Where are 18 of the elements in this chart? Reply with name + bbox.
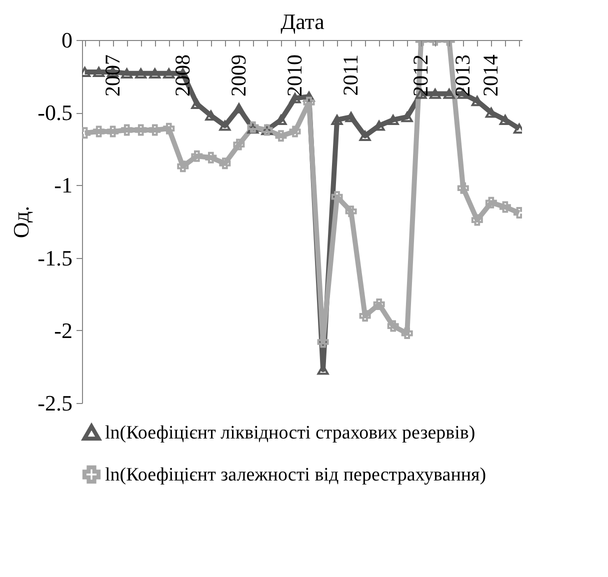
y-tick-label: -1 bbox=[54, 172, 72, 198]
y-tick-label: -0.5 bbox=[38, 100, 72, 126]
x-tick-label: 2008 bbox=[170, 54, 194, 96]
legend-label: ln(Коефіцієнт залежності від перестрахування) bbox=[105, 464, 486, 486]
y-tick-label: -2.5 bbox=[38, 390, 72, 416]
x-tick-label: 2014 bbox=[478, 54, 503, 96]
legend-label: ln(Коефіцієнт ліквідності страхових резервів) bbox=[105, 422, 476, 444]
x-tick-label: 2011 bbox=[338, 54, 363, 96]
y-axis-title: Од. bbox=[8, 206, 34, 238]
x-tick-label: 2012 bbox=[408, 54, 433, 96]
x-axis-title: Дата bbox=[280, 9, 325, 34]
y-tick-label: -1.5 bbox=[38, 245, 72, 270]
x-tick-label: 2009 bbox=[226, 54, 250, 96]
x-tick-label: 2010 bbox=[282, 54, 306, 96]
x-tick-label: 2013 bbox=[450, 54, 475, 96]
x-tick-label: 2007 bbox=[100, 54, 124, 96]
y-tick-label: 0 bbox=[62, 28, 72, 52]
y-tick-label: -2 bbox=[54, 318, 72, 343]
